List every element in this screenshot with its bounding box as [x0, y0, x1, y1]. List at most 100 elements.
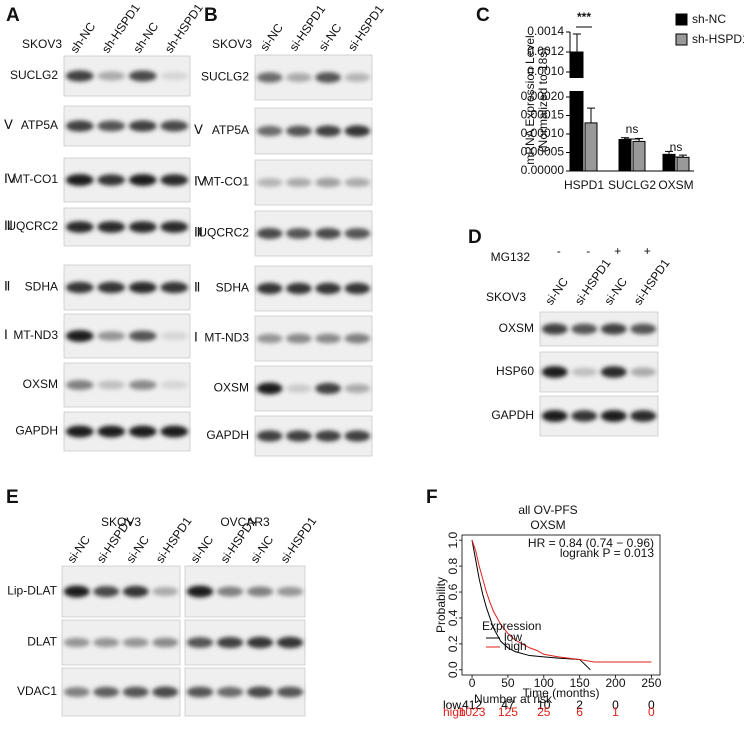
band [93, 586, 120, 597]
blot [254, 365, 373, 412]
band [256, 178, 283, 187]
bar [618, 139, 632, 172]
legend-label: sh-NC [692, 12, 726, 26]
band [256, 382, 283, 395]
y-tick-label: 0.0 [446, 661, 460, 678]
blot [184, 667, 306, 717]
band [256, 72, 283, 83]
significance-label: ns [670, 140, 683, 154]
risk-count: 25 [537, 705, 551, 719]
band [65, 425, 94, 438]
y-tick-label: 0.0010 [527, 64, 564, 78]
band [256, 333, 283, 344]
blot [63, 157, 191, 203]
band [128, 120, 157, 132]
band [344, 73, 371, 82]
band [216, 686, 244, 698]
blot [63, 362, 191, 408]
band [286, 333, 312, 344]
row-label: MT-CO1 [204, 175, 250, 189]
band [128, 425, 157, 438]
lane-label: si-NC [542, 275, 571, 308]
band [541, 366, 568, 378]
risk-count: 2 [576, 698, 583, 712]
legend-label: sh-HSPD1 [692, 32, 744, 46]
blot [63, 105, 191, 147]
y-tick-label: 0.00000 [521, 163, 565, 177]
x-tick-label: 50 [501, 676, 515, 690]
x-tick-label: OXSM [658, 178, 693, 192]
band [286, 72, 312, 83]
y-tick-label: 0.4 [446, 609, 460, 626]
x-tick-label: 250 [641, 676, 661, 690]
y-tick-label: 1.0 [446, 532, 460, 549]
x-axis-label: Time (months) [523, 686, 600, 700]
band [97, 221, 126, 233]
complex-numeral: Ⅳ [194, 173, 206, 188]
band [276, 686, 304, 698]
lane-label: sh-HSPD1 [162, 1, 206, 56]
risk-count: 0 [648, 698, 655, 712]
band [63, 637, 90, 648]
band [160, 120, 189, 132]
band [128, 330, 157, 342]
row-label: OXSM [499, 321, 534, 335]
band [344, 333, 371, 344]
row-label: GAPDH [206, 428, 249, 442]
row-label: MT-ND3 [204, 331, 249, 345]
band [315, 177, 341, 188]
treatment-label: MG132 [491, 250, 531, 264]
band [186, 686, 214, 698]
band [97, 425, 126, 438]
risk-count: 1 [612, 705, 619, 719]
blot [254, 210, 373, 257]
axis-break [560, 78, 600, 91]
row-label: OXSM [214, 381, 249, 395]
panel-label: E [6, 487, 19, 508]
y-tick-label: 0.00005 [521, 145, 565, 159]
row-label: Lip-DLAT [7, 584, 57, 598]
y-tick-label: 0.8 [446, 557, 460, 574]
band [97, 331, 126, 341]
band [97, 174, 126, 186]
row-label: SUCLG2 [10, 68, 58, 82]
band [344, 383, 371, 394]
cell-line: SKOV3 [101, 515, 141, 529]
lane-label: si-NC [64, 533, 93, 566]
blot [539, 311, 659, 347]
band [246, 686, 274, 698]
band [541, 410, 568, 422]
x-tick-label: SUCLG2 [608, 178, 656, 192]
bar [676, 156, 690, 172]
band [93, 686, 120, 698]
complex-numeral: Ⅰ [194, 329, 198, 344]
row-label: DLAT [27, 635, 57, 649]
band [152, 637, 179, 648]
complex-numeral: Ⅱ [4, 278, 10, 293]
y-tick-label: 0.0012 [527, 44, 564, 58]
bar [584, 122, 598, 172]
cell-line: OVCAR3 [220, 515, 270, 529]
blot [254, 415, 373, 457]
band [160, 71, 189, 81]
band [286, 384, 312, 393]
y-tick-label: 0.00015 [521, 108, 565, 122]
band [65, 70, 94, 82]
band [65, 330, 94, 342]
lane-label: si-NC [188, 533, 217, 566]
complex-numeral: Ⅲ [194, 224, 203, 239]
risk-count: 47 [501, 698, 515, 712]
complex-numeral: Ⅲ [4, 218, 13, 233]
lane-label: si-NC [316, 21, 345, 54]
lane-label: si-HSPD1 [278, 514, 320, 565]
band [315, 125, 341, 137]
band [97, 380, 126, 390]
band [160, 221, 189, 233]
error-bar [573, 33, 581, 52]
band [344, 282, 371, 295]
row-label: ATP5A [21, 118, 58, 132]
legend-swatch [675, 13, 688, 26]
row-label: VDAC1 [17, 684, 57, 698]
bar [570, 51, 584, 172]
blot [184, 619, 306, 666]
